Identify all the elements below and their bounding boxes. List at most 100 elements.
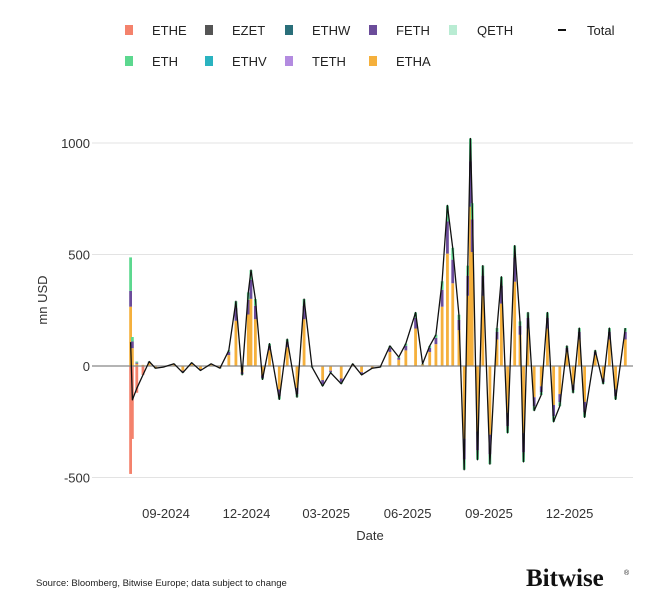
bar-feth: [246, 299, 250, 315]
x-tick-label: 09-2024: [142, 506, 190, 521]
bar-ethe: [141, 366, 145, 375]
bar-feth: [130, 341, 134, 349]
bar-etha: [518, 334, 522, 366]
bar-feth: [500, 285, 503, 304]
bars: [129, 138, 627, 474]
bar-feth: [277, 389, 281, 397]
bar-feth: [404, 345, 408, 351]
bar-feth: [397, 357, 401, 360]
bar-feth: [470, 219, 474, 253]
bar-etha: [552, 366, 556, 406]
x-tick-label: 03-2025: [302, 506, 350, 521]
legend: ETHE EZET ETHW FETH QETH Total ETH ETHV TETH ETHA: [125, 23, 615, 69]
bar-etha: [614, 366, 617, 390]
bar-etha: [404, 350, 408, 366]
bar-etha: [532, 366, 536, 398]
bar-etha: [421, 364, 425, 366]
bar-etha: [227, 355, 231, 366]
bar-eth: [135, 361, 139, 363]
bar-feth: [253, 305, 257, 320]
x-tick-label: 09-2025: [465, 506, 513, 521]
bar-etha: [470, 252, 474, 366]
legend-label-feth: FETH: [396, 23, 430, 38]
legend-swatch-ethv: [205, 56, 213, 66]
bar-etha: [329, 366, 333, 371]
bar-feth: [513, 257, 517, 282]
bar-ethe: [130, 366, 134, 439]
bar-etha: [261, 366, 264, 376]
bar-etha: [488, 366, 492, 435]
bar-feth: [388, 347, 392, 352]
bar-etha: [209, 364, 213, 366]
legend-swatch-feth: [369, 25, 377, 35]
x-axis-ticks: 09-2024 12-2024 03-2025 06-2025 09-2025 12-20…: [142, 506, 593, 521]
bar-etha: [577, 339, 581, 366]
bar-etha: [129, 306, 132, 366]
bar-etha: [451, 283, 455, 366]
bar-etha: [295, 366, 299, 388]
bar-etha: [414, 328, 417, 366]
y-tick-label: 0: [83, 359, 90, 374]
bar-etha: [469, 206, 472, 366]
bar-etha: [466, 295, 470, 366]
bar-etha: [476, 366, 479, 432]
bar-eth: [434, 334, 438, 338]
bar-etha: [522, 366, 525, 434]
bar-feth: [360, 372, 363, 375]
bar-etha: [321, 366, 325, 381]
bar-feth: [135, 362, 139, 364]
bar-etha: [234, 320, 238, 366]
legend-label-qeth: QETH: [477, 23, 513, 38]
y-axis-ticks: 1000 500 0 -500: [61, 136, 90, 486]
bar-feth: [329, 370, 333, 373]
bar-etha: [546, 328, 549, 366]
legend-label-ezet: EZET: [232, 23, 265, 38]
bar-etha: [539, 366, 543, 387]
bar-etha: [351, 364, 355, 366]
bar-feth: [302, 305, 306, 320]
bar-etha: [623, 339, 627, 366]
bar-feth: [428, 347, 432, 352]
bar-etha: [565, 351, 569, 366]
bar-etha: [268, 350, 271, 366]
bar-etha: [397, 359, 401, 366]
bar-feth: [321, 380, 325, 385]
bar-etha: [181, 366, 185, 371]
x-tick-label: 12-2025: [546, 506, 594, 521]
bar-etha: [558, 366, 562, 395]
bar-etha: [446, 253, 449, 366]
bar-etha: [601, 366, 605, 379]
bar-eth: [130, 337, 134, 342]
y-axis-label: mn USD: [35, 275, 50, 324]
bar-etha: [571, 366, 575, 385]
bar-feth: [129, 290, 132, 307]
bar-etha: [277, 366, 281, 390]
bar-etha: [135, 363, 139, 366]
legend-label-teth: TETH: [312, 54, 346, 69]
bar-etha: [526, 328, 530, 366]
bar-etha: [457, 330, 461, 366]
bar-ethe: [135, 366, 139, 393]
bar-feth: [339, 378, 343, 383]
bar-feth: [469, 161, 472, 207]
bar-etha: [440, 306, 444, 366]
bar-etha: [130, 348, 134, 366]
bar-etha: [481, 295, 485, 366]
bar-etha: [285, 347, 289, 366]
bar-etha: [199, 366, 202, 370]
bar-etha: [388, 351, 392, 366]
bar-etha: [513, 281, 517, 366]
bar-feth: [552, 405, 556, 417]
legend-label-ethv: ETHV: [232, 54, 267, 69]
gridlines: [92, 142, 633, 478]
bar-etha: [428, 351, 432, 366]
legend-swatch-eth: [125, 56, 133, 66]
bitwise-logo: Bitwise: [526, 565, 604, 592]
bar-feth: [446, 221, 449, 254]
bar-etha: [360, 366, 363, 373]
bar-etha: [339, 366, 343, 379]
total-line: [129, 137, 626, 471]
bar-etha: [147, 362, 151, 366]
bar-etha: [607, 339, 611, 366]
legend-swatch-teth: [285, 56, 293, 66]
